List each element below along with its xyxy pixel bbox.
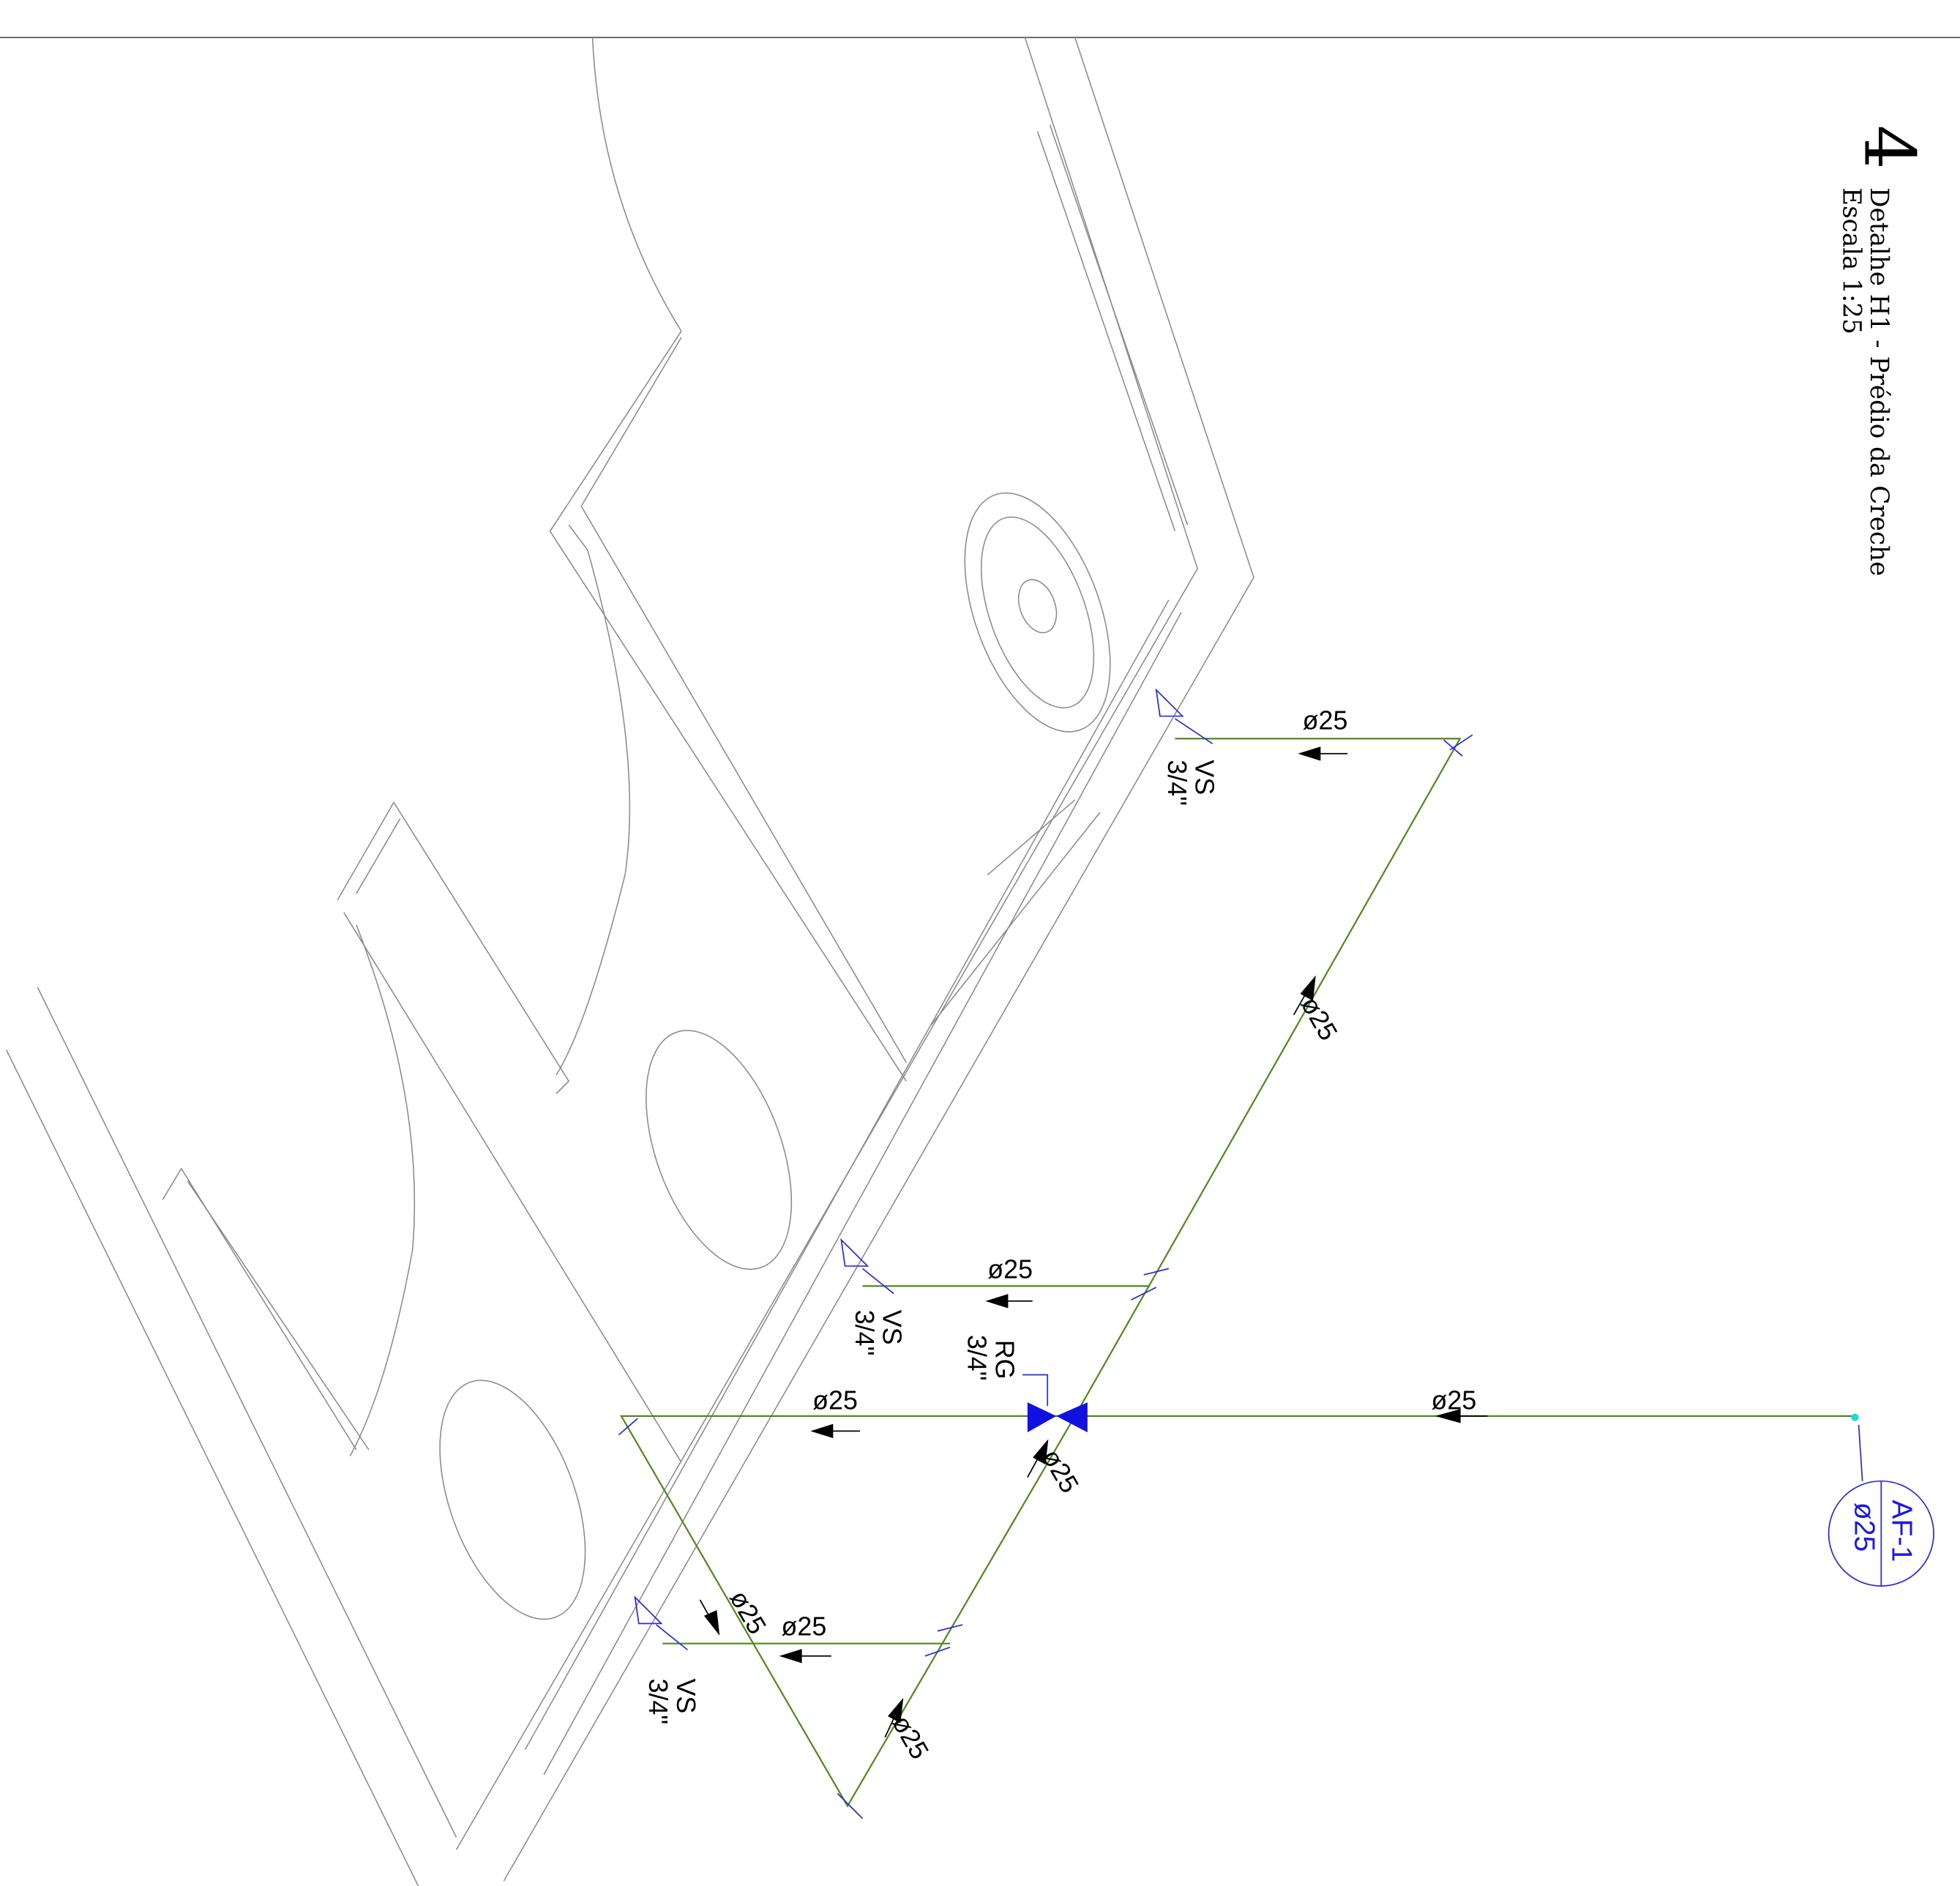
pipe-label: ø25 <box>812 1386 858 1415</box>
valve-type: RG <box>990 1340 1019 1380</box>
title-number: 4 <box>1849 125 1931 170</box>
title-scale: Escala 1:25 <box>1837 187 1866 334</box>
fixture-type: VS <box>1190 760 1219 795</box>
drawing: 4 Detalhe H1 - Prédio da CrecheEscala 1:2… <box>0 0 1960 1886</box>
fixture-size: 3/4" <box>850 1310 879 1356</box>
flow-arrows <box>700 747 1487 1737</box>
valve-size: 3/4" <box>962 1335 992 1381</box>
pipe-label: ø25 <box>1303 706 1348 736</box>
pipe-label: ø25 <box>1431 1386 1476 1415</box>
fixture-type: VS <box>671 1679 700 1714</box>
toilets <box>411 474 1140 1639</box>
title-name: Detalhe H1 - Prédio da Creche <box>1864 187 1893 576</box>
walls <box>7 37 1254 1886</box>
pipe-label: ø25 <box>781 1612 826 1642</box>
pipe-label: ø25 <box>724 1585 772 1639</box>
fixture-size: 3/4" <box>1162 760 1192 806</box>
fixture-size: 3/4" <box>643 1679 673 1725</box>
pipes <box>621 738 1856 1805</box>
riser-id: AF-1 <box>1886 1500 1918 1562</box>
riser-diameter: ø25 <box>1848 1503 1880 1552</box>
pipe-label: ø25 <box>987 1254 1033 1284</box>
fixture-type: VS <box>878 1310 907 1345</box>
fittings <box>618 690 1934 1819</box>
